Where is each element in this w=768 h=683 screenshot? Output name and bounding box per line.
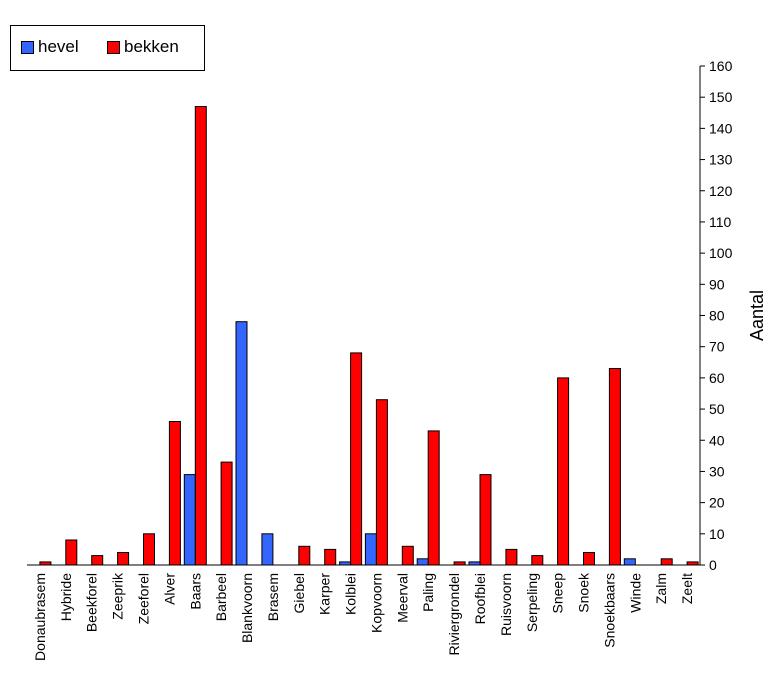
- x-tick-label: Riviergrondel: [446, 573, 462, 655]
- y-tick-label: 130: [709, 152, 733, 168]
- bar-bekken-giebel: [298, 545, 311, 566]
- x-tick-label: Donaubrasem: [32, 573, 48, 661]
- y-tick-label: 60: [709, 370, 725, 386]
- legend-label-bekken: bekken: [124, 37, 179, 56]
- bar-bekken-snoek: [583, 552, 595, 566]
- bar-bekken-meerval: [401, 545, 414, 566]
- x-tick-label: Giebel: [291, 573, 307, 613]
- x-tick-label: Meerval: [394, 573, 410, 623]
- bar-bekken-zalm: [660, 558, 673, 566]
- x-tick-label: Roofblei: [472, 573, 488, 624]
- y-tick-label: 160: [709, 58, 733, 74]
- x-tick-label: Brasem: [265, 573, 281, 621]
- y-tick-label: 30: [709, 463, 725, 479]
- bar-bekken-karper: [324, 548, 337, 566]
- bar-bekken-kopvoorn: [375, 399, 388, 566]
- bar-bekken-serpeling: [531, 555, 544, 566]
- bar-hevel-kopvoorn: [364, 533, 377, 566]
- y-tick-label: 50: [709, 401, 725, 417]
- x-tick-label: Zeelt: [679, 573, 695, 604]
- x-tick-label: Paling: [420, 573, 436, 612]
- legend-item-hevel: hevel: [21, 37, 79, 57]
- x-tick-label: Sneep: [550, 573, 566, 614]
- x-tick-label: Zeeforel: [136, 573, 152, 624]
- x-tick-label: Hybride: [58, 573, 74, 621]
- bar-hevel-blankvoorn: [235, 321, 248, 566]
- bar-hevel-brasem: [261, 533, 274, 566]
- y-tick-label: 20: [709, 495, 725, 511]
- bar-bekken-baars: [194, 106, 207, 566]
- y-tick-label: 100: [709, 245, 733, 261]
- x-tick-label: Zeeprik: [110, 572, 126, 620]
- y-tick-label: 110: [709, 214, 732, 230]
- x-tick-label: Zalm: [653, 573, 669, 604]
- x-tick-label: Snoek: [576, 572, 592, 613]
- y-tick-label: 10: [709, 526, 725, 542]
- bar-bekken-barbeel: [220, 461, 233, 566]
- bar-bekken-roofblei: [479, 474, 492, 566]
- bar-bekken-paling: [427, 430, 440, 566]
- x-tick-label: Snoekbaars: [601, 573, 617, 648]
- legend-swatch-bekken: [107, 40, 120, 54]
- y-axis-label: Aantal: [747, 290, 767, 341]
- bar-bekken-zeeprik: [117, 552, 130, 566]
- bar-bekken-hybride: [65, 539, 78, 566]
- y-tick-label: 90: [709, 276, 725, 292]
- x-tick-label: Kolblei: [343, 573, 359, 615]
- y-tick-label: 40: [709, 432, 725, 448]
- x-tick-label: Baars: [187, 573, 203, 610]
- y-tick-label: 80: [709, 308, 725, 324]
- legend-label-hevel: hevel: [38, 37, 79, 56]
- bar-bekken-alver: [168, 421, 181, 566]
- bar-bekken-zeeforel: [143, 533, 155, 566]
- bar-bekken-snoekbaars: [608, 368, 621, 566]
- legend-swatch-hevel: [21, 40, 34, 54]
- y-tick-label: 140: [709, 120, 733, 136]
- bar-bekken-ruisvoorn: [505, 548, 518, 566]
- bar-hevel-baars: [183, 474, 196, 566]
- x-axis-labels: Donaubrasem Hybride Beekforel Zeeprik Zeefor…: [32, 572, 695, 661]
- bar-bekken-beekforel: [91, 555, 104, 566]
- y-tick-label: 120: [709, 183, 733, 199]
- bar-bekken-sneep: [557, 377, 570, 566]
- bar-hevel-winde: [623, 558, 636, 566]
- x-tick-label: Kopvoorn: [368, 573, 384, 633]
- y-tick-label: 0: [709, 557, 717, 573]
- x-tick-label: Alver: [161, 573, 177, 605]
- x-tick-label: Beekforel: [84, 573, 100, 632]
- x-tick-label: Ruisvoorn: [498, 573, 514, 636]
- bar-hevel-paling: [416, 558, 429, 566]
- bar-bekken-kolblei: [350, 352, 363, 566]
- x-tick-label: Winde: [627, 573, 643, 613]
- x-tick-label: Barbeel: [213, 573, 229, 621]
- bars-group: [39, 106, 699, 566]
- legend-item-bekken: bekken: [107, 37, 179, 57]
- x-tick-label: Blankvoorn: [239, 573, 255, 643]
- y-tick-label: 150: [709, 89, 733, 105]
- legend: hevel bekken: [10, 25, 205, 71]
- x-tick-label: Serpeling: [524, 573, 540, 632]
- x-tick-label: Karper: [317, 573, 333, 615]
- y-tick-label: 70: [709, 339, 725, 355]
- y-axis-ticks: 0 10 20 30 40 50 60 70 80 90 100 110 120 130 140 150 160: [700, 58, 733, 573]
